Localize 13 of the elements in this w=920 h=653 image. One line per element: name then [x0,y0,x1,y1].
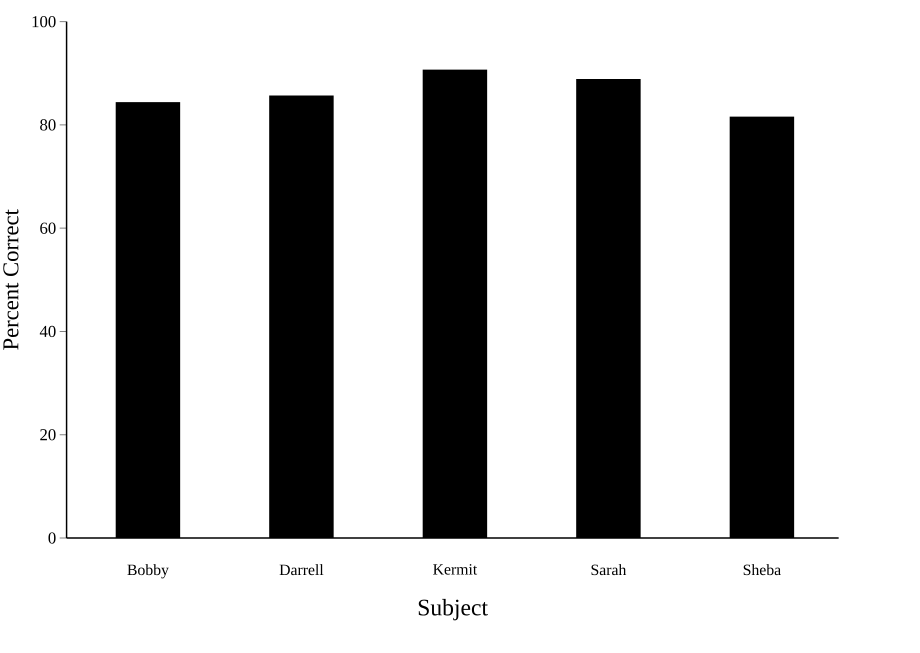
x-tick-label: Kermit [433,564,478,575]
y-axis-title: Percent Correct [3,209,18,350]
y-tick-label: 0 [48,532,56,544]
x-tick-label: Darrell [280,564,324,576]
x-tick-label: Bobby [127,564,169,578]
y-tick-label: 100 [32,16,56,28]
y-tick-label: 60 [40,222,56,234]
y-tick-label: 20 [40,429,56,440]
x-tick-label: Sheba [744,564,781,576]
x-axis-title: Subject [418,598,488,620]
y-tick-label: 80 [40,119,56,131]
y-tick-label: 40 [40,326,56,338]
x-tick-label: Sarah [592,564,626,576]
